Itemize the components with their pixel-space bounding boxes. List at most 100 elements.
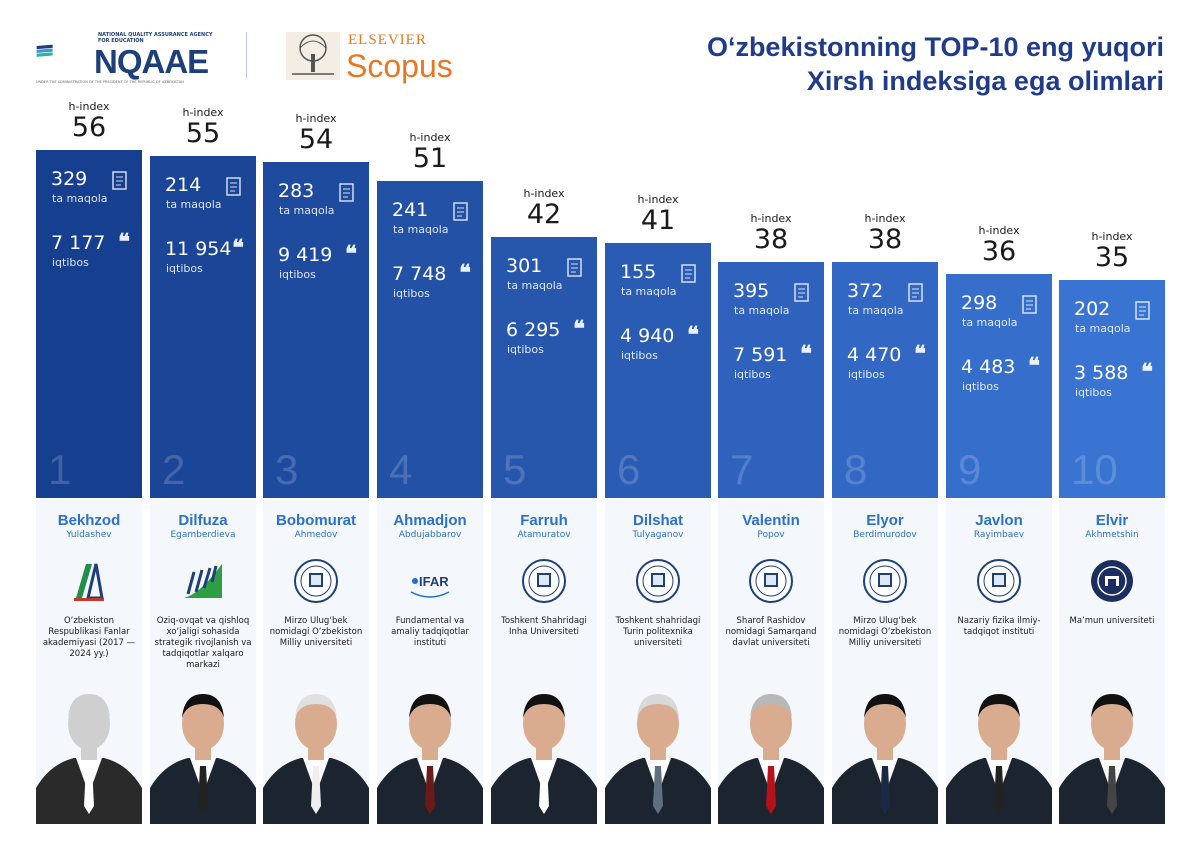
scientist-first-name: Elyor — [866, 512, 904, 529]
scientist-last-name: Popov — [757, 530, 785, 540]
hindex-caption: h-index — [182, 106, 224, 119]
bar-hindex-label: h-index 55 — [150, 106, 256, 149]
citation-label: iqtibos — [393, 287, 430, 300]
article-label: ta maqola — [621, 285, 677, 298]
document-icon — [112, 171, 127, 190]
quote-icon: ❝ — [232, 235, 244, 261]
hindex-value: 55 — [185, 118, 221, 149]
citation-count: 7 748 — [392, 263, 447, 285]
quote-icon: ❝ — [573, 316, 585, 342]
hindex-value: 36 — [981, 236, 1017, 267]
quote-icon: ❝ — [1141, 359, 1153, 385]
rank-number: 6 — [617, 446, 641, 493]
citation-count: 7 177 — [51, 232, 106, 254]
university-seal-icon — [294, 559, 338, 603]
scientist-card: Javlon Rayimbaev Nazariy fizika ilmiy-tadq… — [946, 500, 1052, 824]
institution-name: Mirzo Ulug‘bek nomidagi O‘zbekiston Mill… — [269, 616, 363, 648]
hindex-value: 38 — [867, 224, 903, 255]
agro-center-icon — [184, 564, 222, 598]
scientist-last-name: Akhmetshin — [1085, 530, 1139, 540]
scientist-last-name: Egamberdieva — [170, 530, 236, 540]
bar-hindex-label: h-index 42 — [491, 187, 597, 230]
citation-count: 4 470 — [847, 344, 902, 366]
portrait-photo — [150, 676, 256, 824]
bar-hindex-label: h-index 51 — [377, 131, 483, 174]
hindex-caption: h-index — [68, 100, 110, 113]
bar-hindex-label: h-index 56 — [36, 100, 142, 143]
portrait-photo — [718, 676, 824, 824]
article-count: 395 — [733, 280, 770, 302]
scientist-first-name: Farruh — [520, 512, 568, 529]
mamun-seal-icon — [1091, 560, 1133, 602]
article-count: 301 — [506, 255, 543, 277]
article-count: 329 — [51, 168, 88, 190]
institution-name: Fundamental va amaliy tadqiqotlar instit… — [391, 616, 469, 648]
bar-7: 395 ta maqola 7 591 iqtibos ❝ 7 — [718, 262, 824, 498]
hindex-value: 42 — [526, 199, 562, 230]
citation-label: iqtibos — [166, 262, 203, 275]
portrait-photo — [263, 676, 369, 824]
hindex-value: 51 — [412, 143, 448, 174]
article-label: ta maqola — [52, 192, 108, 205]
scientist-last-name: Tulyaganov — [632, 530, 684, 540]
quote-icon: ❝ — [687, 322, 699, 348]
title-line-2: Xirsh indeksiga ega olimlari — [806, 66, 1164, 96]
article-count: 372 — [847, 280, 884, 302]
rank-number: 5 — [503, 446, 527, 493]
elsevier-wordmark: ELSEVIER — [348, 32, 427, 48]
university-seal-icon — [863, 559, 907, 603]
bar-hindex-label: h-index 41 — [605, 193, 711, 236]
citation-label: iqtibos — [621, 349, 658, 362]
hindex-caption: h-index — [978, 224, 1020, 237]
rank-number: 1 — [48, 446, 72, 493]
rank-number: 8 — [844, 446, 868, 493]
portrait-photo — [36, 676, 142, 824]
scientist-card: Farruh Atamuratov Toshkent Shahridagi Inha… — [491, 500, 597, 824]
elsevier-tree-icon — [286, 32, 340, 80]
portrait-photo — [377, 676, 483, 824]
physics-seal-icon — [977, 559, 1021, 603]
article-label: ta maqola — [962, 316, 1018, 329]
article-label: ta maqola — [1075, 322, 1131, 335]
bar-2: 214 ta maqola 11 954 iqtibos ❝ 2 — [150, 156, 256, 498]
scientist-card: Valentin Popov Sharof Rashidov nomidagi Sa… — [718, 500, 824, 824]
bar-hindex-label: h-index 35 — [1059, 230, 1165, 273]
bar-hindex-label: h-index 38 — [718, 212, 824, 255]
citation-label: iqtibos — [279, 268, 316, 281]
hindex-caption: h-index — [864, 212, 906, 225]
scientist-last-name: Ahmedov — [294, 530, 338, 540]
scientist-first-name: Dilshat — [632, 512, 683, 529]
hindex-value: 35 — [1094, 242, 1130, 273]
portrait-photo — [605, 676, 711, 824]
document-icon — [339, 183, 354, 202]
inha-seal-icon — [522, 559, 566, 603]
article-label: ta maqola — [507, 279, 563, 292]
article-count: 283 — [278, 180, 315, 202]
scientist-last-name: Atamuratov — [517, 530, 571, 540]
quote-icon: ❝ — [459, 260, 471, 286]
title-line-1: O‘zbekistonning TOP-10 eng yuqori — [706, 32, 1164, 62]
scientist-last-name: Yuldashev — [66, 530, 112, 540]
article-count: 202 — [1074, 298, 1111, 320]
portrait-photo — [1059, 676, 1165, 824]
fa-academy-icon — [74, 563, 104, 601]
scientist-card: Dilfuza Egamberdieva Oziq-ovqat va qishloq… — [150, 500, 256, 824]
ifar-icon: IFAR — [410, 574, 450, 598]
rank-number: 9 — [958, 446, 982, 493]
scientist-last-name: Abdujabbarov — [398, 530, 462, 540]
scientist-first-name: Elvir — [1095, 512, 1129, 529]
article-count: 241 — [392, 199, 429, 221]
document-icon — [567, 258, 582, 277]
citation-label: iqtibos — [848, 368, 885, 381]
bar-8: 372 ta maqola 4 470 iqtibos ❝ 8 — [832, 262, 938, 498]
citation-count: 4 483 — [961, 356, 1016, 378]
page-title: O‘zbekistonning TOP-10 eng yuqori Xirsh … — [707, 30, 1164, 98]
article-label: ta maqola — [279, 204, 335, 217]
citation-label: iqtibos — [507, 343, 544, 356]
hindex-caption: h-index — [1091, 230, 1133, 243]
nqaae-logo-icon — [36, 44, 53, 57]
scientist-first-name: Ahmadjon — [393, 512, 467, 529]
nqaae-agency-name: NATIONAL QUALITY ASSURANCE AGENCY FOR ED… — [98, 32, 213, 44]
hindex-caption: h-index — [637, 193, 679, 206]
scientist-first-name: Javlon — [975, 512, 1023, 529]
